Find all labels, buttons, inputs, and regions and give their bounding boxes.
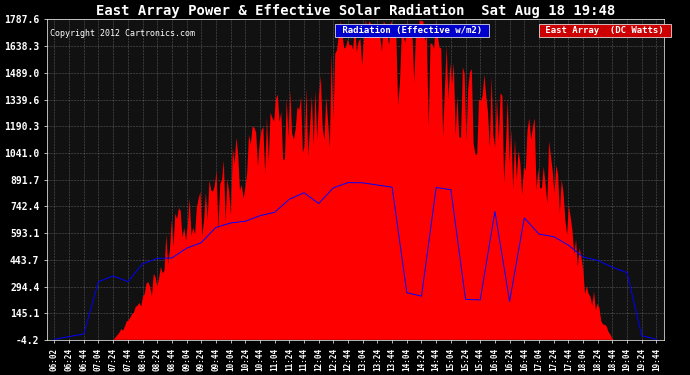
Text: Copyright 2012 Cartronics.com: Copyright 2012 Cartronics.com [50, 29, 195, 38]
Title: East Array Power & Effective Solar Radiation  Sat Aug 18 19:48: East Array Power & Effective Solar Radia… [96, 4, 615, 18]
Text: Radiation (Effective w/m2): Radiation (Effective w/m2) [337, 26, 487, 35]
Text: East Array  (DC Watts): East Array (DC Watts) [540, 26, 669, 35]
